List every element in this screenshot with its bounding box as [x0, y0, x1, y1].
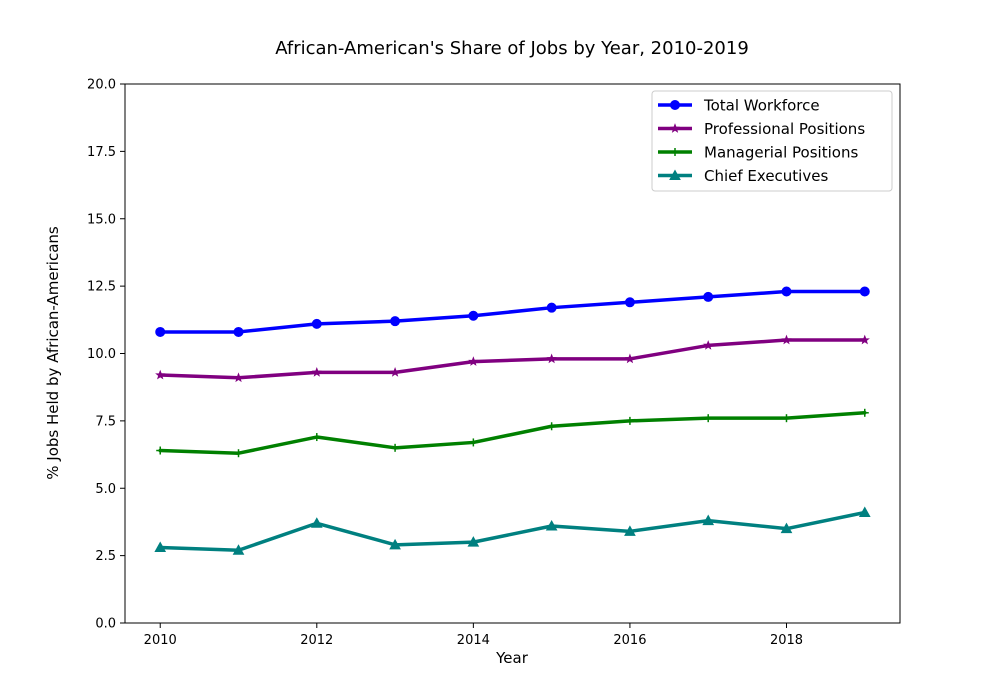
legend-label-chief-executives: Chief Executives: [704, 167, 828, 185]
series-line-managerial-positions: [158, 411, 867, 455]
y-tick-label: 2.5: [95, 549, 116, 564]
data-point-managerial-positions: [625, 416, 634, 425]
data-point-total-workforce: [624, 297, 635, 308]
y-tick-label: 5.0: [95, 482, 116, 497]
data-point-chief-executives: [780, 522, 793, 534]
data-point-total-workforce: [155, 326, 166, 337]
data-point-chief-executives: [389, 538, 401, 550]
data-point-professional-positions: [624, 353, 636, 364]
data-point-chief-executives: [545, 519, 558, 531]
y-tick-label: 0.0: [95, 617, 116, 632]
legend-marker-professional-positions: [669, 123, 681, 133]
x-tick-label: 2018: [770, 633, 803, 648]
data-point-professional-positions: [468, 356, 479, 366]
x-tick-label: 2010: [144, 633, 177, 648]
data-point-professional-positions: [389, 367, 401, 377]
data-point-managerial-positions: [704, 414, 713, 423]
data-point-total-workforce: [703, 291, 714, 302]
data-point-total-workforce: [781, 286, 792, 297]
legend-box: [651, 90, 893, 192]
chart-title: African-American's Share of Jobs by Year…: [275, 38, 749, 59]
data-point-chief-executives: [232, 544, 245, 555]
x-tick-label: 2012: [300, 633, 333, 648]
plot-area: 2010 2012 2014 2016 2018 0.0 2.5 5.0 7.5 10.0 12.5…: [87, 78, 901, 648]
data-point-professional-positions: [311, 367, 322, 377]
data-point-managerial-positions: [312, 433, 321, 442]
data-point-managerial-positions: [156, 446, 165, 455]
data-point-chief-executives: [858, 506, 871, 518]
x-tick-label: 2014: [457, 633, 490, 648]
data-point-professional-positions: [859, 334, 870, 345]
y-axis-label: % Jobs Held by African-Americans: [44, 226, 62, 480]
data-point-professional-positions: [546, 353, 557, 364]
data-point-professional-positions: [703, 340, 714, 350]
x-tick-label: 2016: [613, 633, 646, 648]
legend-label-managerial-positions: Managerial Positions: [704, 144, 858, 162]
legend-label-total-workforce: Total Workforce: [703, 97, 820, 115]
data-point-managerial-positions: [234, 449, 243, 458]
data-point-total-workforce: [468, 310, 479, 321]
series-line-professional-positions: [158, 338, 867, 380]
data-point-chief-executives: [310, 517, 323, 528]
legend-marker-managerial-positions: [671, 148, 679, 156]
data-point-total-workforce: [859, 286, 870, 297]
data-point-managerial-positions: [782, 414, 791, 423]
data-point-total-workforce: [390, 316, 401, 327]
y-tick-label: 7.5: [95, 414, 116, 429]
data-point-chief-executives: [467, 536, 480, 547]
legend-marker-chief-executives: [669, 169, 681, 180]
data-point-chief-executives: [702, 514, 715, 526]
data-point-managerial-positions: [860, 408, 869, 417]
y-tick-label: 12.5: [87, 280, 116, 295]
data-point-total-workforce: [546, 302, 557, 313]
legend-marker-total-workforce: [670, 100, 680, 110]
data-point-professional-positions: [155, 369, 166, 380]
data-point-professional-positions: [233, 372, 244, 383]
series-line-chief-executives: [158, 510, 867, 552]
y-tick-label: 17.5: [87, 145, 116, 160]
y-tick-label: 10.0: [87, 347, 116, 362]
data-point-total-workforce: [311, 318, 322, 329]
x-axis-label: Year: [495, 649, 529, 667]
y-tick-label: 15.0: [87, 212, 116, 227]
data-point-managerial-positions: [391, 443, 400, 452]
series-line-total-workforce: [158, 289, 867, 334]
data-point-total-workforce: [233, 326, 244, 337]
y-tick-label: 20.0: [87, 78, 116, 93]
legend: Total Workforce Professional Positions Man…: [651, 90, 893, 192]
data-point-professional-positions: [781, 334, 792, 345]
legend-label-professional-positions: Professional Positions: [704, 120, 865, 138]
data-point-managerial-positions: [547, 422, 556, 431]
data-point-chief-executives: [154, 541, 167, 553]
data-point-chief-executives: [624, 525, 636, 536]
data-point-managerial-positions: [469, 438, 478, 447]
